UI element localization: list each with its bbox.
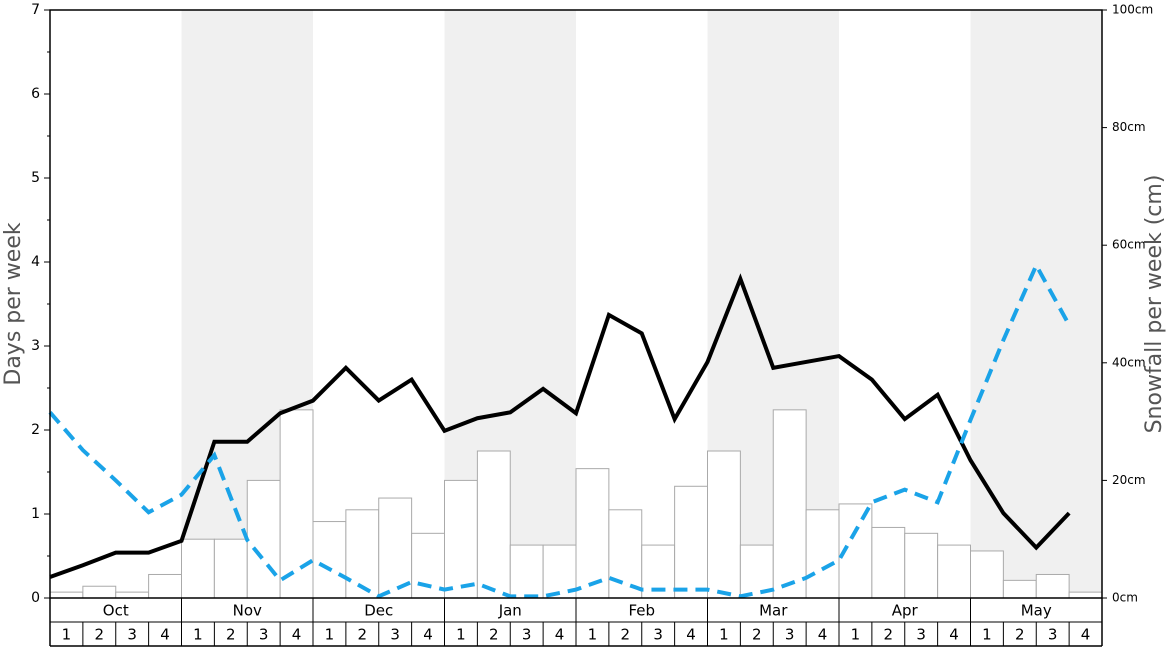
- bar: [49, 591, 84, 599]
- week-label: 4: [686, 626, 696, 644]
- y2-tick-label: 60cm: [1112, 238, 1146, 252]
- week-label: 4: [949, 626, 959, 644]
- bar: [575, 468, 610, 599]
- y2-tick-label: 0cm: [1112, 591, 1138, 605]
- week-label: 1: [193, 626, 203, 644]
- week-label: 3: [390, 626, 400, 644]
- month-label: Nov: [233, 602, 262, 620]
- week-label: 4: [292, 626, 302, 644]
- week-label: 4: [423, 626, 433, 644]
- y-tick-label: 1: [31, 506, 40, 522]
- y-tick-label: 4: [31, 254, 40, 270]
- y-tick-label: 7: [31, 2, 40, 18]
- y-tick-label: 6: [31, 86, 40, 102]
- week-label: 3: [127, 626, 137, 644]
- bar: [279, 409, 314, 599]
- bar: [444, 479, 478, 599]
- bar: [1035, 573, 1070, 599]
- month-label: Mar: [759, 602, 788, 620]
- bar: [181, 538, 215, 599]
- week-label: 3: [522, 626, 532, 644]
- week-label: 1: [588, 626, 598, 644]
- week-label: 2: [752, 626, 762, 644]
- month-label: Feb: [628, 602, 655, 620]
- week-label: 2: [1015, 626, 1025, 644]
- week-label: 2: [358, 626, 368, 644]
- bar: [312, 521, 347, 599]
- month-label: Dec: [364, 602, 393, 620]
- week-label: 1: [62, 626, 72, 644]
- week-label: 4: [818, 626, 828, 644]
- week-label: 4: [160, 626, 170, 644]
- month-label: Oct: [103, 602, 129, 620]
- y-tick-label: 3: [31, 338, 40, 354]
- week-label: 1: [982, 626, 992, 644]
- week-label: 4: [555, 626, 565, 644]
- bar: [1002, 579, 1037, 599]
- bar: [904, 532, 939, 599]
- bar: [82, 585, 117, 599]
- week-label: 3: [259, 626, 269, 644]
- y2-axis-label: Snowfall per week (cm): [1142, 175, 1167, 434]
- week-label: 1: [719, 626, 729, 644]
- month-label: May: [1021, 602, 1052, 620]
- y2-tick-label: 80cm: [1112, 120, 1146, 134]
- bar: [608, 509, 643, 599]
- y2-tick-label: 40cm: [1112, 355, 1146, 369]
- y-tick-label: 5: [31, 170, 40, 186]
- week-label: 1: [851, 626, 861, 644]
- dashed-line: [48, 260, 1071, 599]
- bar: [805, 509, 840, 599]
- week-label: 3: [1048, 626, 1058, 644]
- y2-tick-label: 100cm: [1112, 3, 1153, 17]
- bar: [871, 526, 906, 599]
- month-label: Jan: [498, 602, 522, 620]
- week-label: 2: [884, 626, 894, 644]
- month-shade: [970, 10, 1102, 598]
- week-label: 2: [621, 626, 631, 644]
- y-tick-label: 2: [31, 422, 40, 438]
- y-tick-label: 0: [31, 590, 40, 606]
- y2-tick-label: 20cm: [1112, 473, 1146, 487]
- week-label: 4: [1081, 626, 1091, 644]
- bar: [115, 591, 150, 599]
- bar: [148, 573, 182, 599]
- week-label: 3: [653, 626, 663, 644]
- week-label: 1: [456, 626, 466, 644]
- week-label: 2: [95, 626, 105, 644]
- month-label: Apr: [892, 602, 919, 620]
- week-label: 2: [489, 626, 499, 644]
- bar: [509, 544, 544, 599]
- week-label: 2: [226, 626, 236, 644]
- line: [49, 273, 1071, 579]
- bar: [937, 544, 971, 599]
- bar: [345, 509, 380, 599]
- week-label: 1: [325, 626, 335, 644]
- bar: [246, 479, 281, 599]
- y-axis-label: Days per week: [1, 222, 26, 385]
- bar: [674, 485, 708, 599]
- week-label: 3: [785, 626, 795, 644]
- bar: [1068, 591, 1103, 599]
- bar: [213, 538, 248, 599]
- bar: [707, 450, 741, 599]
- bar: [772, 409, 807, 599]
- bar: [970, 550, 1004, 599]
- week-label: 3: [916, 626, 926, 644]
- bar: [476, 450, 511, 599]
